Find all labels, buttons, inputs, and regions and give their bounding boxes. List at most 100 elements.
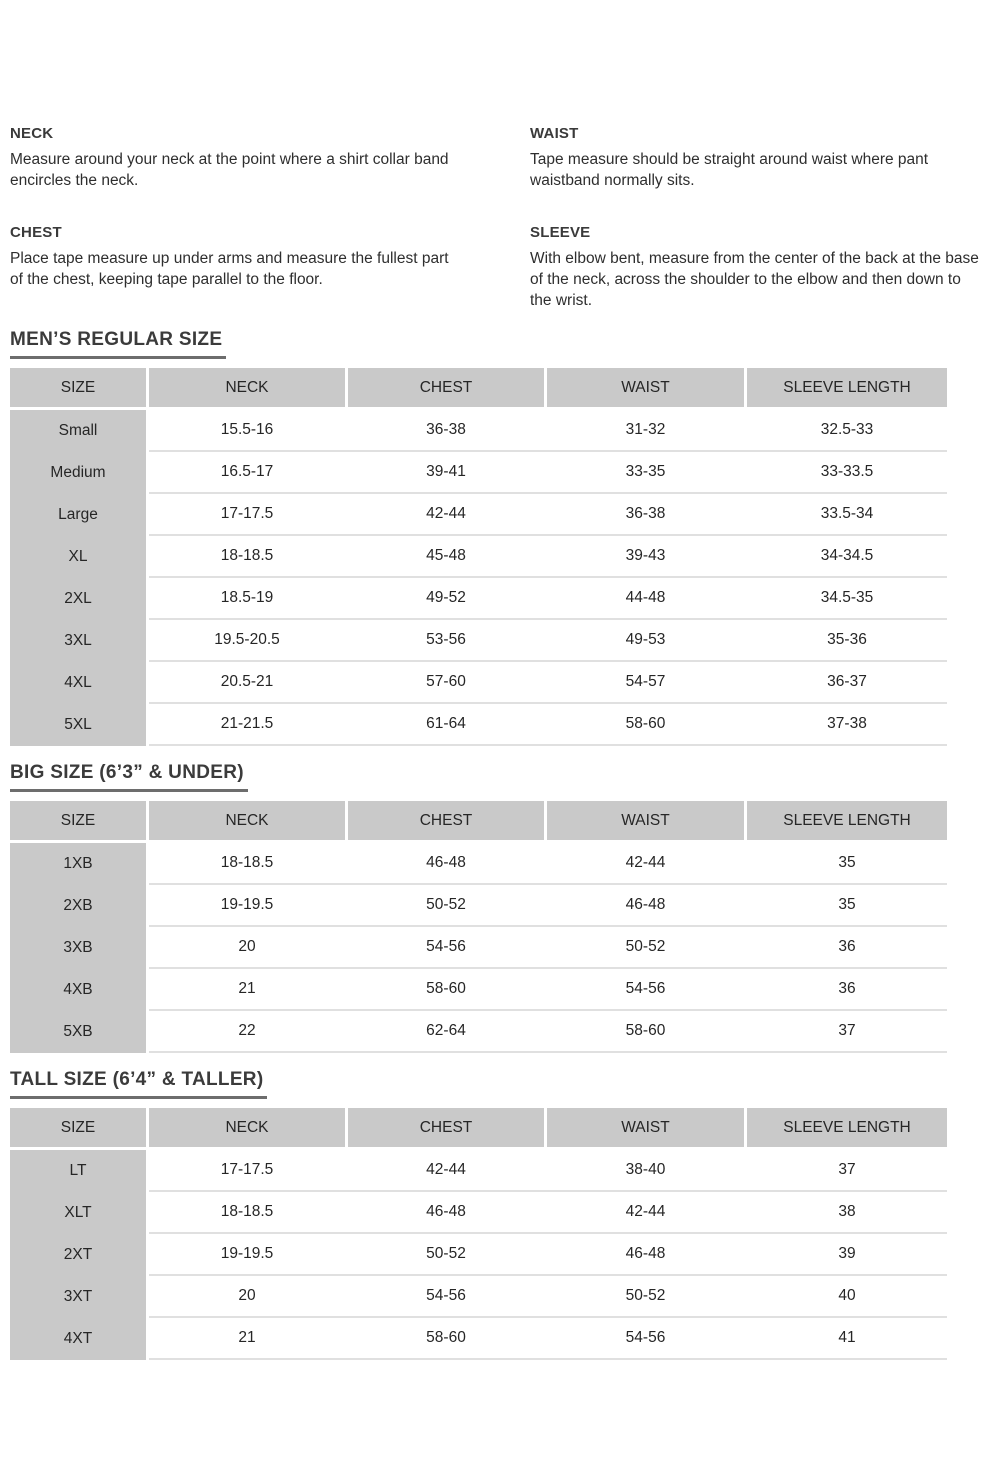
sleeve-description: With elbow bent, measure from the center… (530, 250, 979, 309)
value-cell: 36-38 (625, 505, 666, 522)
table-row: 20 54-56 50-52 36 (149, 927, 947, 969)
value-cell: 39-43 (625, 547, 666, 564)
value-cell: 39-41 (426, 463, 466, 480)
value-cell: 46-48 (625, 1245, 666, 1262)
size-label-cell: XLT (64, 1204, 92, 1221)
value-cell: 54-57 (625, 673, 666, 690)
value-cell: 54-56 (625, 980, 666, 997)
instructions-right-column: WAIST Tape measure should be straight ar… (530, 125, 980, 311)
size-label-cell: 2XB (63, 897, 93, 914)
value-cell: 20 (238, 938, 256, 955)
value-cell: 38 (838, 1203, 856, 1220)
section-title: MEN’S REGULAR SIZE (10, 329, 227, 359)
value-cell: 42-44 (625, 1203, 666, 1220)
value-cell: 58-60 (426, 1329, 466, 1346)
column-header: WAIST (547, 801, 744, 840)
value-cell: 54-56 (426, 938, 466, 955)
measurement-instructions: NECK Measure around your neck at the poi… (10, 125, 983, 311)
value-cell: 34.5-35 (820, 589, 874, 606)
chest-description: Place tape measure up under arms and mea… (10, 250, 449, 288)
table-row: 19-19.5 50-52 46-48 39 (149, 1234, 947, 1276)
size-label-cell: 2XL (64, 590, 92, 607)
size-label-cell: 4XB (63, 981, 93, 998)
column-header: NECK (149, 1108, 345, 1147)
value-cell: 58-60 (426, 980, 466, 997)
value-cell: 33-33.5 (820, 463, 874, 480)
size-label-cell: 3XB (63, 939, 93, 956)
table-row: 19.5-20.5 53-56 49-53 35-36 (149, 620, 947, 662)
value-cell: 58-60 (625, 1022, 666, 1039)
size-label-cell: XL (68, 548, 88, 565)
table-row: 21 58-60 54-56 41 (149, 1318, 947, 1360)
size-column: Small Medium Large XL 2XL 3XL 4XL 5XL (10, 410, 146, 746)
value-cell: 54-56 (625, 1329, 666, 1346)
value-cell: 21 (238, 980, 256, 997)
value-cell: 21 (238, 1329, 256, 1346)
size-table-section: MEN’S REGULAR SIZE SIZE NECK CHEST WAIST SLEE… (10, 329, 983, 746)
table-row: 18-18.5 46-48 42-44 38 (149, 1192, 947, 1234)
size-label-cell: 4XL (64, 674, 92, 691)
value-cell: 19.5-20.5 (214, 631, 280, 648)
table-header-row: SIZE NECK CHEST WAIST SLEEVE LENGTH (10, 1108, 947, 1147)
table-row: 17-17.5 42-44 38-40 37 (149, 1150, 947, 1192)
table-body: LT XLT 2XT 3XT 4XT 17-17.5 42-44 38-40 37 18-18.5… (10, 1150, 947, 1360)
size-table-section: TALL SIZE (6’4” & TALLER) SIZE NECK CHEST WA… (10, 1069, 983, 1360)
value-cell: 50-52 (426, 896, 466, 913)
column-header: WAIST (547, 368, 744, 407)
value-cell: 50-52 (625, 1287, 666, 1304)
value-cell: 22 (238, 1022, 256, 1039)
size-label-cell: LT (69, 1162, 87, 1179)
neck-heading: NECK (10, 125, 54, 142)
value-cell: 18-18.5 (220, 547, 274, 564)
value-cell: 16.5-17 (220, 463, 274, 480)
table-body: Small Medium Large XL 2XL 3XL 4XL 5XL 15.5-16 36-… (10, 410, 947, 746)
table-row: 18-18.5 46-48 42-44 35 (149, 843, 947, 885)
size-label-cell: Large (58, 506, 98, 523)
size-column: LT XLT 2XT 3XT 4XT (10, 1150, 146, 1360)
value-cell: 18-18.5 (220, 1203, 274, 1220)
value-cell: 62-64 (426, 1022, 466, 1039)
table-row: 18.5-19 49-52 44-48 34.5-35 (149, 578, 947, 620)
value-cell: 36 (838, 980, 856, 997)
size-table: SIZE NECK CHEST WAIST SLEEVE LENGTH Small Medi… (10, 368, 947, 746)
value-cell: 57-60 (426, 673, 466, 690)
size-table: SIZE NECK CHEST WAIST SLEEVE LENGTH LT XLT 2XT 3… (10, 1108, 947, 1360)
column-header: NECK (149, 368, 345, 407)
value-cell: 46-48 (625, 896, 666, 913)
column-header: SIZE (10, 1108, 146, 1147)
table-row: 16.5-17 39-41 33-35 33-33.5 (149, 452, 947, 494)
tables-region: MEN’S REGULAR SIZE SIZE NECK CHEST WAIST SLEE… (10, 329, 983, 1360)
column-header: SLEEVE LENGTH (747, 1108, 947, 1147)
table-header-row: SIZE NECK CHEST WAIST SLEEVE LENGTH (10, 368, 947, 407)
column-header: WAIST (547, 1108, 744, 1147)
value-cell: 33-35 (625, 463, 666, 480)
value-cell: 20 (238, 1287, 256, 1304)
table-header-row: SIZE NECK CHEST WAIST SLEEVE LENGTH (10, 801, 947, 840)
table-row: 20 54-56 50-52 40 (149, 1276, 947, 1318)
value-columns: 18-18.5 46-48 42-44 35 19-19.5 50-52 46-48 35 20… (149, 843, 947, 1053)
value-cell: 53-56 (426, 631, 466, 648)
sleeve-heading: SLEEVE (530, 224, 591, 241)
value-cell: 35 (838, 896, 856, 913)
value-cell: 37 (838, 1022, 856, 1039)
measure-block-chest: CHEST Place tape measure up under arms a… (10, 224, 460, 290)
section-title: TALL SIZE (6’4” & TALLER) (10, 1069, 268, 1099)
table-row: 22 62-64 58-60 37 (149, 1011, 947, 1053)
measure-block-waist: WAIST Tape measure should be straight ar… (530, 125, 980, 191)
value-cell: 20.5-21 (220, 673, 274, 690)
value-cell: 46-48 (426, 1203, 466, 1220)
value-cell: 58-60 (625, 715, 666, 732)
value-cell: 19-19.5 (220, 1245, 274, 1262)
section-title: BIG SIZE (6’3” & UNDER) (10, 762, 248, 792)
value-cell: 21-21.5 (220, 715, 274, 732)
column-header: CHEST (348, 1108, 544, 1147)
table-row: 19-19.5 50-52 46-48 35 (149, 885, 947, 927)
value-cell: 19-19.5 (220, 896, 274, 913)
size-table: SIZE NECK CHEST WAIST SLEEVE LENGTH 1XB 2XB 3XB… (10, 801, 947, 1053)
size-label-cell: 1XB (63, 855, 93, 872)
value-cell: 31-32 (625, 421, 666, 438)
size-label-cell: 4XT (63, 1330, 93, 1347)
table-row: 21 58-60 54-56 36 (149, 969, 947, 1011)
value-cell: 39 (838, 1245, 856, 1262)
size-table-section: BIG SIZE (6’3” & UNDER) SIZE NECK CHEST WAIS… (10, 762, 983, 1053)
